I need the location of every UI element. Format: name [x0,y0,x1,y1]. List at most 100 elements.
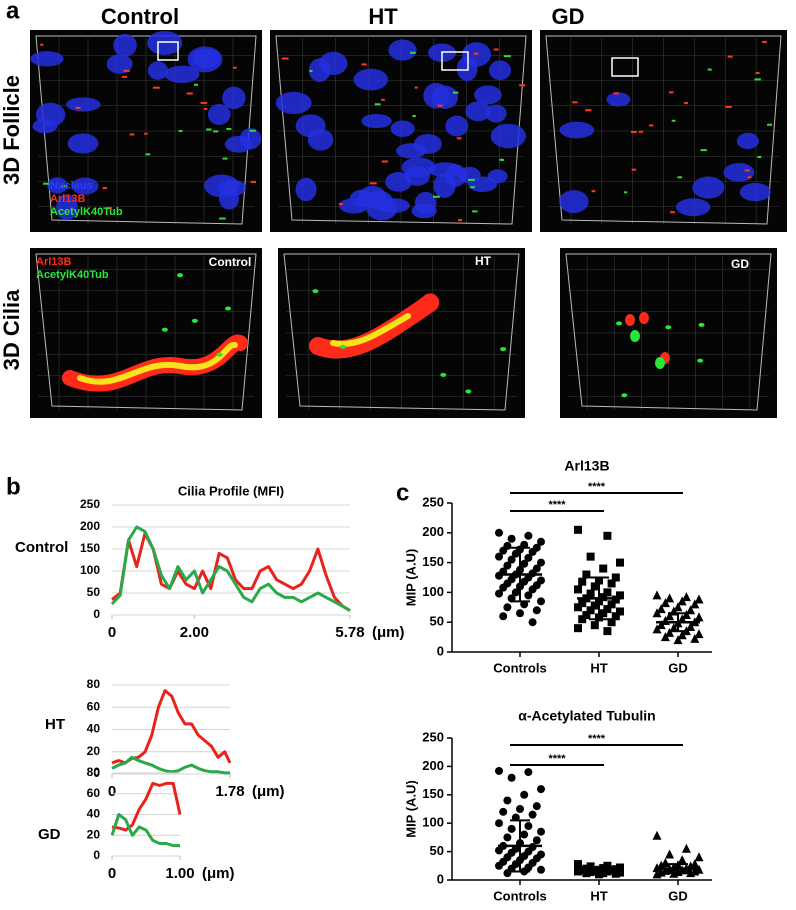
cilium [200,101,208,104]
data-point [528,547,537,556]
cilium [623,191,628,194]
data-point [603,627,612,636]
cilium-3d [639,312,649,324]
nucleus [675,198,711,217]
cilium [374,103,381,106]
y-tick-label: 80 [87,677,101,691]
data-point [516,609,524,618]
cilium [145,153,151,156]
data-point [616,607,624,616]
row-label: HT [45,716,65,733]
data-point [503,869,512,878]
profile-line [111,532,351,612]
data-point [603,588,612,597]
data-point [524,531,533,540]
profile-line [111,755,230,775]
data-point [582,570,591,579]
cilium [40,43,44,46]
data-point [607,600,616,609]
data-point [574,603,582,612]
nucleus [187,46,223,73]
nucleus [388,39,417,61]
nucleus [147,61,169,80]
nucleus [71,177,99,195]
cilium [121,75,127,78]
data-point [578,577,587,586]
data-point [603,605,612,614]
data-point [511,588,520,597]
speck [312,289,319,294]
nucleus [239,128,262,150]
data-point [520,830,529,839]
nucleus [67,133,99,154]
y-tick-label: 250 [80,497,100,511]
cilium [725,105,732,108]
data-point [611,869,620,878]
nucleus [490,123,526,149]
cilium [75,106,81,109]
column-header: HT [368,4,398,29]
data-point [537,597,545,606]
data-point [652,869,662,879]
micrographs: Control HT GDNucleusArl13BAcetylK40TubArl1… [30,30,787,418]
data-point [586,589,595,598]
speck [621,393,628,398]
cilium [754,78,761,81]
y-tick-label: 0 [437,643,444,658]
y-axis-label: MIP (A.U) [403,780,418,838]
legend-entry: Arl13B [36,256,72,268]
nucleus [465,101,491,122]
charts: Cilia Profile (MFI)Control05010015020025… [15,458,712,903]
nucleus [606,92,631,107]
image-box [545,35,782,225]
image-box [565,253,772,411]
data-point [503,796,512,805]
profile-line [110,813,180,848]
nucleus [433,173,456,198]
data-point [652,608,662,618]
x-tick-label: 0 [108,624,116,641]
nucleus [217,179,247,197]
data-point [524,822,533,831]
row-header: 3D Cilia [0,289,24,370]
data-point [694,852,704,862]
cilium [432,195,440,198]
cilium [473,52,479,55]
data-point [499,546,508,555]
cilium [369,182,377,185]
nucleus [207,103,231,125]
data-point [652,830,662,840]
cilium [457,219,463,222]
data-point [681,610,691,620]
data-point [652,624,662,634]
data-point [507,773,516,782]
chart-title: Cilia Profile (MFI) [178,483,284,498]
cilium [409,51,416,54]
image-label: GD [731,257,749,271]
x-tick-label: 0 [108,783,116,800]
panel-label: c [396,479,409,506]
nucleus [222,86,246,110]
nucleus [431,85,459,109]
y-tick-label: 20 [87,744,101,758]
cilium [744,169,750,172]
data-point [528,585,537,594]
y-tick-label: 200 [422,758,444,773]
x-tick-label: 1.78 [215,783,244,800]
cilium [206,128,212,131]
data-point [574,624,582,633]
cilium [585,109,592,112]
cilium [219,217,226,220]
x-unit: (μm) [202,865,235,882]
cilium [213,130,219,133]
data-point [516,805,524,813]
data-point [599,609,608,618]
cilium-3d [625,314,635,326]
cilium [757,156,762,159]
data-point [607,579,616,588]
y-tick-label: 100 [422,815,444,830]
cilium [281,57,289,60]
x-unit: (μm) [372,624,405,641]
cilium [503,55,511,58]
